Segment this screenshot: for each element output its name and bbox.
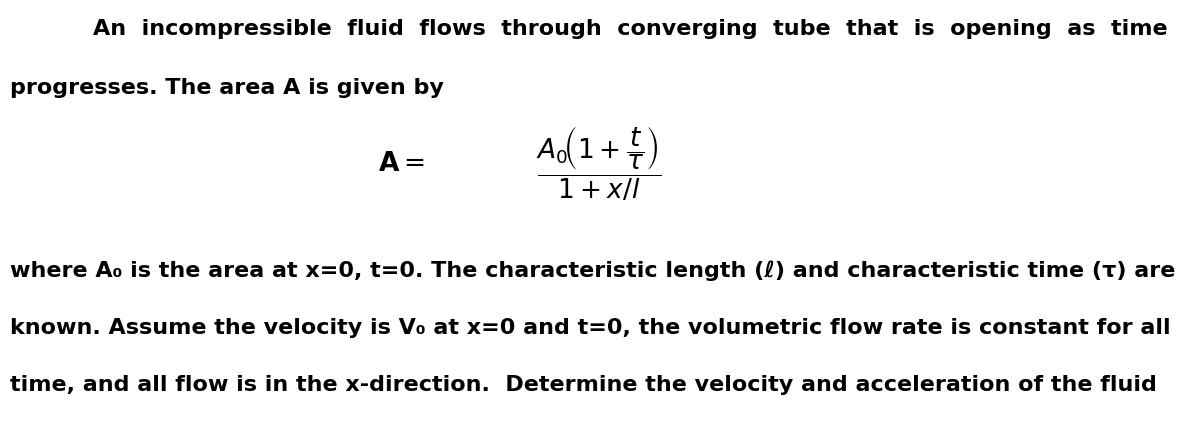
Text: time, and all flow is in the x-direction.  Determine the velocity and accelerati: time, and all flow is in the x-direction… (10, 374, 1156, 393)
Text: progresses. The area A is given by: progresses. The area A is given by (10, 77, 443, 97)
Text: $\dfrac{A_0\!\left(1+\dfrac{t}{\tau}\right)}{1+x/l}$: $\dfrac{A_0\!\left(1+\dfrac{t}{\tau}\rig… (536, 124, 661, 203)
Text: An  incompressible  fluid  flows  through  converging  tube  that  is  opening  : An incompressible fluid flows through co… (93, 19, 1168, 39)
Text: $\mathbf{A} =$: $\mathbf{A} =$ (378, 150, 425, 176)
Text: known. Assume the velocity is V₀ at x=0 and t=0, the volumetric flow rate is con: known. Assume the velocity is V₀ at x=0 … (10, 317, 1171, 337)
Text: where A₀ is the area at x=0, t=0. The characteristic length (ℓ) and characterist: where A₀ is the area at x=0, t=0. The ch… (10, 260, 1175, 281)
